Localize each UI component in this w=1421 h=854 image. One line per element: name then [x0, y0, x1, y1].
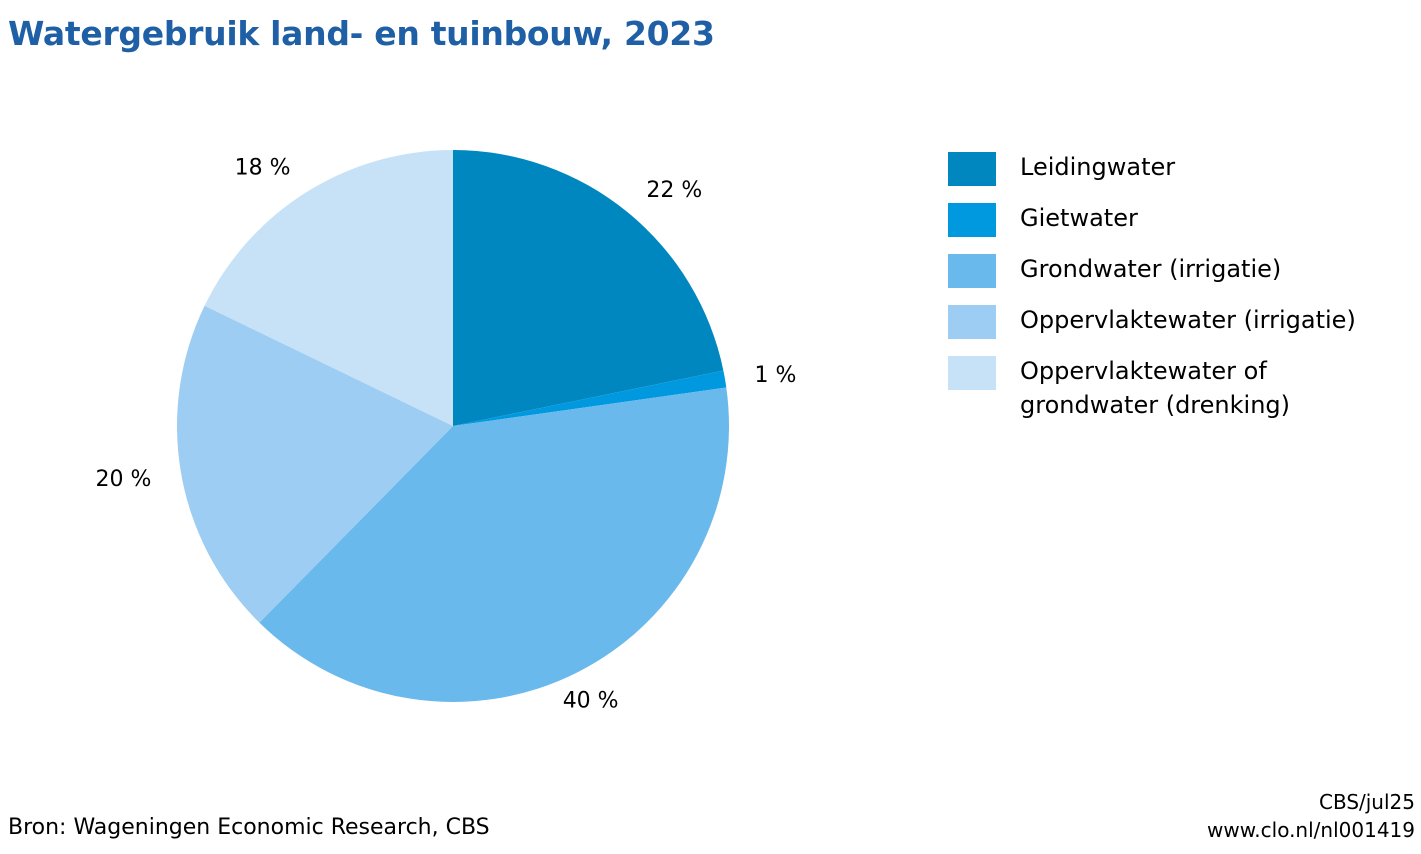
source-note: Bron: Wageningen Economic Research, CBS	[8, 815, 490, 840]
chart-title: Watergebruik land- en tuinbouw, 2023	[8, 14, 715, 53]
pie-slice-leidingwater	[453, 150, 724, 426]
data-label-gietwater: 1 %	[755, 363, 797, 388]
legend: Leidingwater Gietwater Grondwater (irrig…	[948, 150, 1408, 430]
data-label-leidingwater: 22 %	[646, 178, 702, 203]
pie-chart: 22 % 1 % 40 % 20 % 18 %	[96, 150, 797, 714]
legend-item-leidingwater: Leidingwater	[948, 150, 1408, 201]
legend-label: Grondwater (irrigatie)	[1020, 255, 1282, 283]
pie-slice-drenking	[204, 150, 453, 426]
legend-swatch	[948, 254, 996, 288]
pie-data-labels: 22 % 1 % 40 % 20 % 18 %	[96, 156, 797, 714]
legend-item-drenking: Oppervlaktewater of grondwater (drenking…	[948, 354, 1408, 430]
legend-label: Leidingwater	[1020, 153, 1176, 181]
legend-swatch	[948, 152, 996, 186]
publication-date: CBS/jul25	[1318, 790, 1415, 814]
legend-swatch	[948, 356, 996, 390]
legend-label: Oppervlaktewater of grondwater (drenking…	[1020, 357, 1290, 419]
legend-item-oppervlaktewater: Oppervlaktewater (irrigatie)	[948, 303, 1408, 354]
publication-url: www.clo.nl/nl001419	[1207, 818, 1415, 842]
legend-item-grondwater: Grondwater (irrigatie)	[948, 252, 1408, 303]
legend-swatch	[948, 305, 996, 339]
legend-label: Oppervlaktewater (irrigatie)	[1020, 306, 1356, 334]
publication-meta: CBS/jul25 www.clo.nl/nl001419	[1207, 788, 1415, 844]
pie-slice-grondwater	[259, 387, 729, 702]
data-label-drenking: 18 %	[235, 156, 291, 181]
legend-item-gietwater: Gietwater	[948, 201, 1408, 252]
pie-slice-gietwater	[453, 370, 727, 426]
legend-swatch	[948, 203, 996, 237]
pie-slices	[176, 150, 729, 702]
legend-label: Gietwater	[1020, 204, 1138, 232]
data-label-grondwater: 40 %	[563, 688, 619, 713]
data-label-oppervlaktewater: 20 %	[96, 467, 152, 492]
pie-slice-oppervlaktewater	[176, 305, 453, 623]
